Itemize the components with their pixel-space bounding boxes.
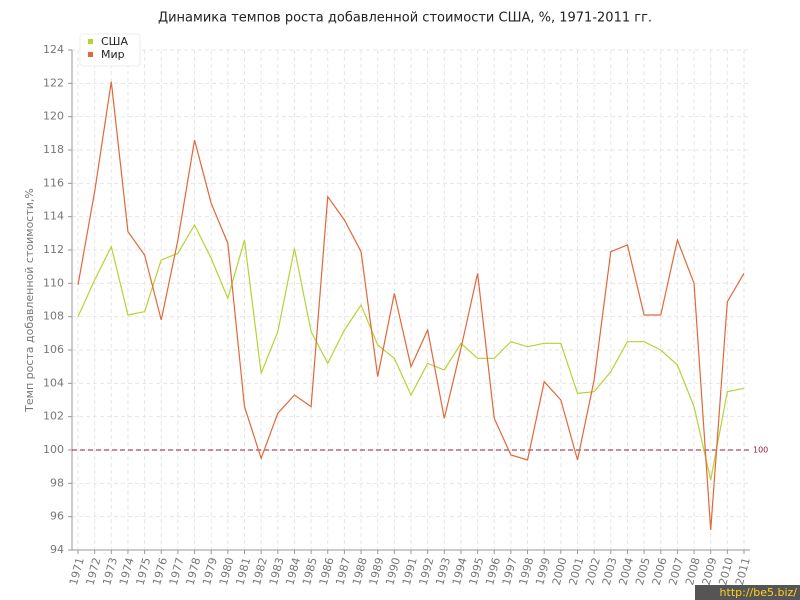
y-tick-label: 118 <box>43 143 64 156</box>
y-tick-label: 122 <box>43 76 64 89</box>
y-tick-label: 112 <box>43 243 64 256</box>
y-tick-label: 94 <box>50 543 64 556</box>
chart-title: Динамика темпов роста добавленной стоимо… <box>158 11 652 26</box>
y-tick-label: 100 <box>43 443 64 456</box>
legend-swatch <box>88 52 93 57</box>
y-tick-label: 114 <box>43 210 64 223</box>
y-tick-label: 116 <box>43 176 64 189</box>
series-line <box>77 81 745 531</box>
y-tick-label: 110 <box>43 276 64 289</box>
y-tick-label: 124 <box>43 43 64 56</box>
y-tick-label: 120 <box>43 110 64 123</box>
legend-label: США <box>101 35 128 48</box>
y-tick-label: 96 <box>50 510 64 523</box>
y-tick-label: 102 <box>43 410 64 423</box>
y-tick-label: 104 <box>43 376 64 389</box>
watermark: http://be5.biz/ <box>720 586 798 599</box>
y-tick-label: 98 <box>50 476 64 489</box>
y-axis-label: Темп роста добавленной стоимости,% <box>23 188 36 413</box>
y-tick-label: 106 <box>43 343 64 356</box>
x-tick-label: 2011 <box>733 556 753 586</box>
reference-label: 100 <box>753 446 768 455</box>
legend-box <box>79 33 141 67</box>
legend-label: Мир <box>101 48 125 61</box>
watermark-bg <box>695 585 800 600</box>
series-line <box>77 223 745 481</box>
y-tick-label: 108 <box>43 310 64 323</box>
legend-swatch <box>88 39 93 44</box>
